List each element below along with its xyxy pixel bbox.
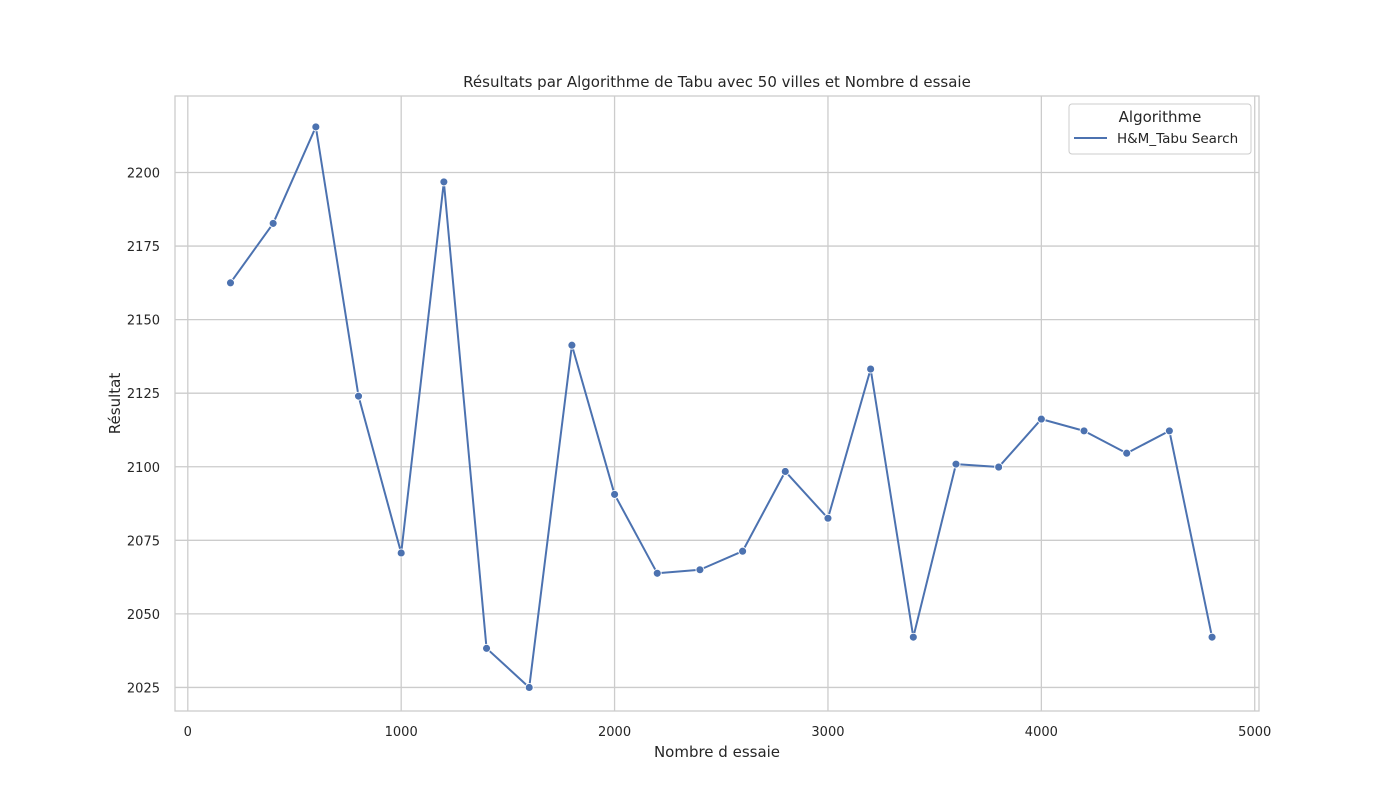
y-tick-label: 2175 <box>127 240 160 255</box>
data-point <box>524 683 534 692</box>
y-axis-label: Résultat <box>106 373 124 435</box>
data-point <box>439 177 449 187</box>
tick-labels: 0 1000 2000 3000 4000 5000 2025 2050 2075 2100 212… <box>127 167 1271 740</box>
data-point <box>482 643 491 653</box>
data-point <box>311 122 321 132</box>
y-tick-label: 2050 <box>127 608 160 623</box>
legend: Algorithme H&M_Tabu Search <box>1068 103 1252 155</box>
y-tick-label: 2150 <box>127 314 160 329</box>
data-point <box>567 340 577 350</box>
data-point <box>994 462 1004 472</box>
y-tick-label: 2100 <box>127 461 160 476</box>
data-point <box>268 218 278 228</box>
x-tick-label: 0 <box>184 725 192 740</box>
x-axis-label: Nombre d essaie <box>654 743 780 761</box>
data-point <box>1164 426 1174 436</box>
data-point <box>226 278 235 288</box>
data-point <box>1122 448 1132 458</box>
data-point <box>1207 632 1217 642</box>
data-point <box>1079 426 1089 436</box>
y-tick-label: 2125 <box>127 387 160 402</box>
y-tick-label: 2025 <box>127 681 160 696</box>
x-tick-label: 5000 <box>1238 725 1271 740</box>
legend-label: H&M_Tabu Search <box>1117 131 1238 147</box>
data-point <box>866 364 876 374</box>
y-tick-label: 2200 <box>127 167 160 182</box>
series-line <box>229 125 1214 689</box>
data-point <box>652 568 662 578</box>
data-point <box>738 546 748 556</box>
data-point <box>823 513 833 523</box>
x-tick-label: 2000 <box>598 725 631 740</box>
data-point <box>610 489 620 499</box>
legend-box <box>1068 103 1252 155</box>
data-point <box>695 565 705 575</box>
plot-frame <box>174 95 1260 712</box>
legend-title: Algorithme <box>1119 108 1202 126</box>
data-point <box>396 548 406 558</box>
chart-title: Résultats par Algorithme de Tabu avec 50… <box>463 73 971 91</box>
data-point <box>354 391 363 401</box>
y-tick-label: 2075 <box>127 534 160 549</box>
data-point <box>780 467 790 476</box>
x-tick-label: 4000 <box>1025 725 1058 740</box>
data-point <box>951 459 961 469</box>
x-tick-label: 3000 <box>811 725 844 740</box>
series-layer <box>226 122 1217 692</box>
data-point <box>1036 414 1046 424</box>
gridlines <box>175 96 1259 711</box>
data-point <box>908 632 918 642</box>
x-tick-label: 1000 <box>385 725 418 740</box>
